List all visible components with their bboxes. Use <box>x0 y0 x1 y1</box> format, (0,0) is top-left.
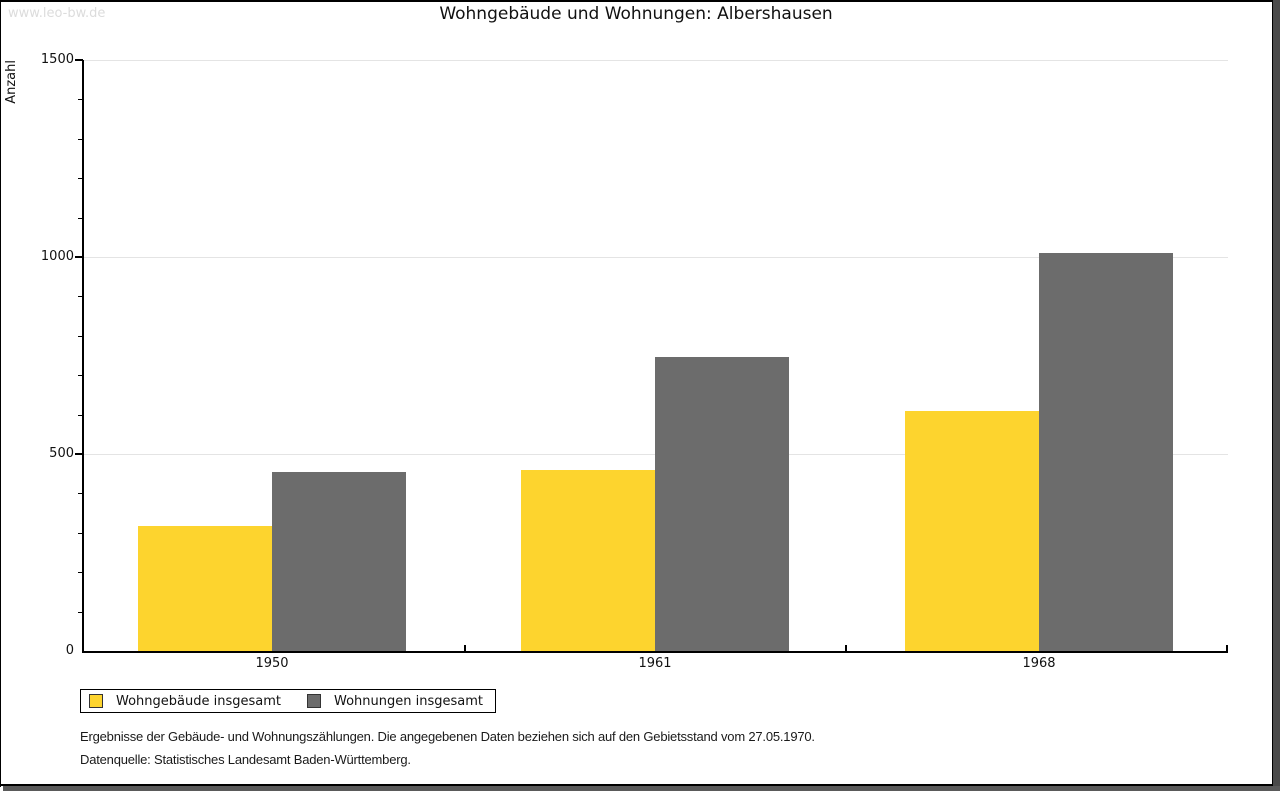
gridline-1500 <box>83 60 1228 61</box>
y-tick-label-1000: 1000 <box>40 249 74 264</box>
legend-item-wohngebaeude: Wohngebäude insgesamt <box>89 694 281 709</box>
legend-label-wohnungen: Wohnungen insgesamt <box>334 693 483 709</box>
y-axis <box>82 60 84 653</box>
x-boundary-tick <box>1226 645 1228 651</box>
frame-border-top <box>0 0 1280 2</box>
y-major-tick-500 <box>75 453 83 455</box>
y-minor-tick <box>78 532 83 534</box>
x-axis <box>82 651 1228 653</box>
x-boundary-tick <box>845 645 847 651</box>
bar-wohngebaeude-1950 <box>138 526 272 651</box>
watermark: www.leo-bw.de <box>8 6 106 21</box>
legend-swatch-gray-icon <box>307 694 321 708</box>
y-minor-tick <box>78 138 83 140</box>
x-boundary-tick <box>464 645 466 651</box>
legend: Wohngebäude insgesamt Wohnungen insgesam… <box>80 689 496 713</box>
y-tick-label-1500: 1500 <box>40 52 74 67</box>
frame-border-bottom <box>0 784 1280 786</box>
bar-wohngebaeude-1961 <box>521 469 655 651</box>
y-minor-tick <box>78 335 83 337</box>
footnote-line1: Ergebnisse der Gebäude- und Wohnungszähl… <box>80 729 815 744</box>
legend-item-wohnungen: Wohnungen insgesamt <box>307 694 483 709</box>
y-minor-tick <box>78 217 83 219</box>
horizontal-scrollbar[interactable] <box>3 786 1280 791</box>
footnote-line2: Datenquelle: Statistisches Landesamt Bad… <box>80 752 411 767</box>
y-minor-tick <box>78 178 83 180</box>
x-tick-label-1950: 1950 <box>255 656 289 671</box>
bar-wohngebaeude-1968 <box>905 410 1039 651</box>
y-major-tick-1000 <box>75 256 83 258</box>
chart-title: Wohngebäude und Wohnungen: Albershausen <box>439 4 833 24</box>
y-tick-label-0: 0 <box>65 643 74 658</box>
y-minor-tick <box>78 493 83 495</box>
legend-label-wohngebaeude: Wohngebäude insgesamt <box>116 693 281 709</box>
legend-swatch-yellow-icon <box>89 694 103 708</box>
gridline-1000 <box>83 257 1228 258</box>
bar-wohnungen-1968 <box>1039 252 1173 651</box>
bar-wohnungen-1950 <box>272 471 406 651</box>
y-tick-label-500: 500 <box>49 446 74 461</box>
x-tick-label-1968: 1968 <box>1022 656 1056 671</box>
y-minor-tick <box>78 296 83 298</box>
y-major-tick-1500 <box>75 59 83 61</box>
y-minor-tick <box>78 611 83 613</box>
vertical-scrollbar[interactable] <box>1272 0 1280 791</box>
y-minor-tick <box>78 375 83 377</box>
bar-wohnungen-1961 <box>655 356 789 651</box>
y-minor-tick <box>78 572 83 574</box>
frame-border-left <box>0 0 1 787</box>
x-tick-label-1961: 1961 <box>638 656 672 671</box>
y-minor-tick <box>78 414 83 416</box>
y-minor-tick <box>78 99 83 101</box>
